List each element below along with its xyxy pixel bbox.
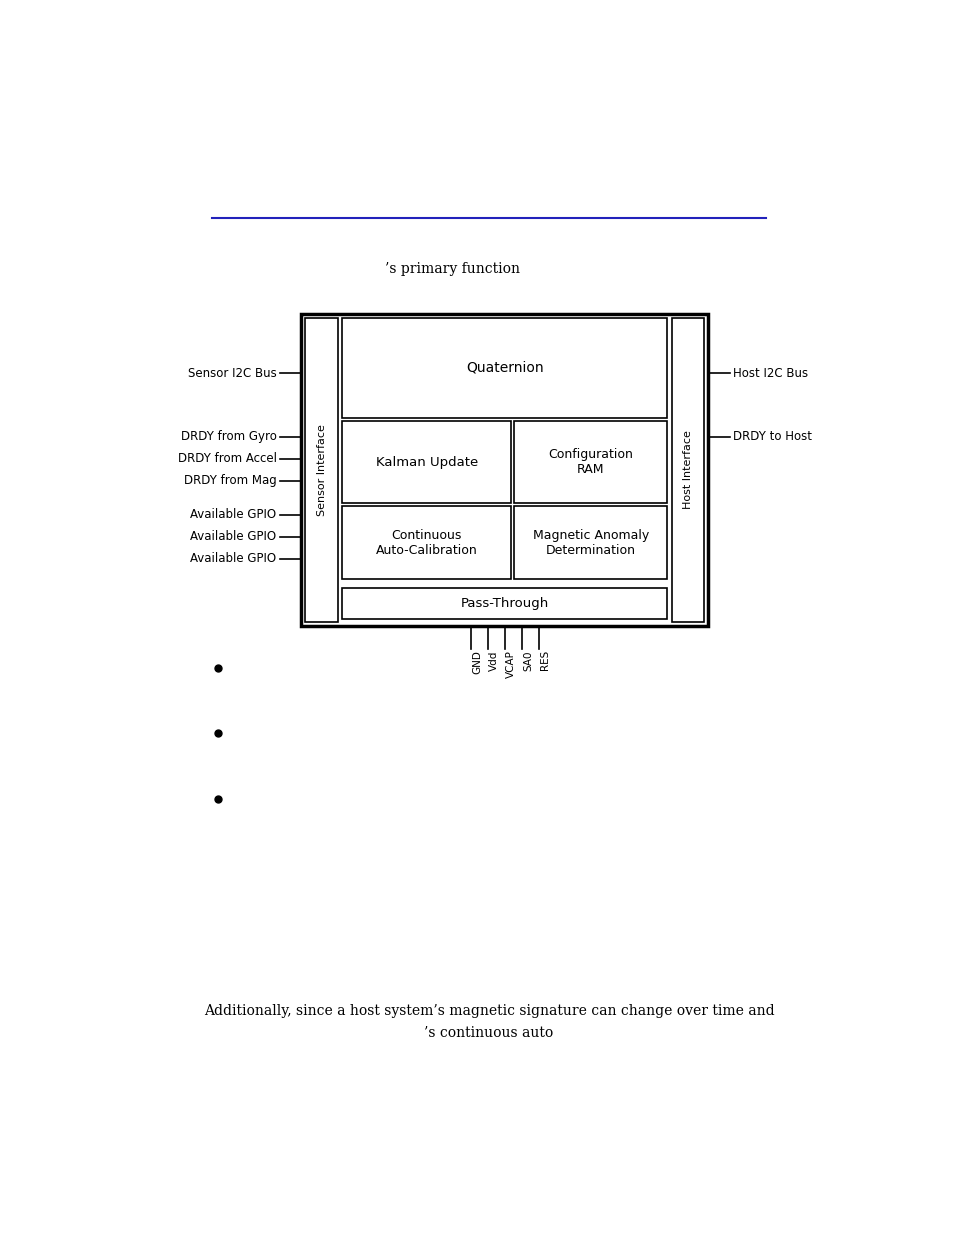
Text: Quaternion: Quaternion: [465, 361, 543, 374]
Bar: [671, 317, 703, 621]
Bar: [342, 421, 511, 503]
Text: Available GPIO: Available GPIO: [191, 552, 276, 566]
Text: VCAP: VCAP: [506, 651, 516, 678]
Text: Configuration
RAM: Configuration RAM: [548, 448, 633, 477]
Bar: [514, 506, 666, 579]
Text: Sensor I2C Bus: Sensor I2C Bus: [188, 367, 276, 379]
Text: GND: GND: [472, 651, 482, 674]
Text: DRDY from Mag: DRDY from Mag: [184, 474, 276, 487]
Bar: [342, 317, 666, 417]
Text: Sensor Interface: Sensor Interface: [316, 424, 326, 516]
Text: Host Interface: Host Interface: [682, 430, 693, 509]
Text: ’s continuous auto: ’s continuous auto: [424, 1026, 553, 1040]
Text: Available GPIO: Available GPIO: [191, 509, 276, 521]
Text: SA0: SA0: [523, 651, 533, 671]
Bar: [301, 314, 707, 626]
Text: Additionally, since a host system’s magnetic signature can change over time and: Additionally, since a host system’s magn…: [203, 1004, 774, 1019]
Text: Available GPIO: Available GPIO: [191, 530, 276, 543]
Text: DRDY from Gyro: DRDY from Gyro: [180, 431, 276, 443]
Bar: [514, 421, 666, 503]
Bar: [342, 588, 666, 619]
Text: RES: RES: [540, 651, 550, 671]
Text: Host I2C Bus: Host I2C Bus: [732, 367, 807, 379]
Text: DRDY to Host: DRDY to Host: [732, 431, 811, 443]
Bar: [342, 506, 511, 579]
Bar: [305, 317, 337, 621]
Text: DRDY from Accel: DRDY from Accel: [177, 452, 276, 466]
Text: Pass-Through: Pass-Through: [460, 597, 548, 610]
Text: Magnetic Anomaly
Determination: Magnetic Anomaly Determination: [532, 529, 648, 557]
Text: Continuous
Auto-Calibration: Continuous Auto-Calibration: [375, 529, 477, 557]
Text: Kalman Update: Kalman Update: [375, 456, 477, 468]
Text: ’s primary function: ’s primary function: [385, 262, 519, 277]
Text: Vdd: Vdd: [489, 651, 498, 671]
